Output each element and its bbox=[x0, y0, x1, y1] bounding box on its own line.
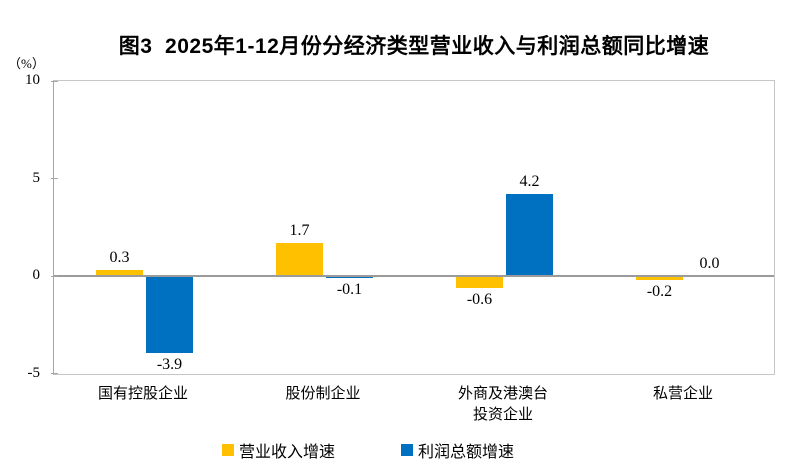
legend-label: 利润总额增速 bbox=[418, 444, 515, 461]
value-label: 4.2 bbox=[519, 173, 540, 191]
category-label: 外商及港澳台 投资企业 bbox=[457, 386, 548, 423]
y-axis-tick-mark bbox=[51, 178, 58, 180]
category-label: 国有控股企业 bbox=[97, 386, 188, 402]
value-label: 0.0 bbox=[699, 255, 720, 273]
bar-revenue bbox=[276, 243, 323, 277]
y-axis-tick-mark bbox=[51, 275, 58, 277]
bar-revenue bbox=[456, 276, 503, 289]
value-label: 0.3 bbox=[109, 249, 130, 267]
value-label: -0.1 bbox=[336, 281, 363, 299]
bar-profit bbox=[506, 194, 553, 277]
bar-revenue bbox=[96, 270, 143, 277]
y-tick-label: -5 bbox=[27, 365, 41, 381]
bar-revenue bbox=[636, 276, 683, 281]
chart-title: 图3 2025年1-12月份分经济类型营业收入与利润总额同比增速 bbox=[118, 35, 710, 58]
category-label: 股份制企业 bbox=[285, 386, 361, 402]
y-axis-tick-mark bbox=[51, 373, 58, 374]
legend-item: 营业收入增速 bbox=[221, 438, 335, 462]
value-label: 1.7 bbox=[289, 222, 310, 240]
plot-area: 0.3 1.7 -0.6 -0.2 -3.9 -0.1 4.2 0.0 bbox=[51, 80, 775, 375]
y-tick-label: 5 bbox=[32, 169, 41, 186]
category-label: 私营企业 bbox=[652, 386, 713, 402]
x-axis-category-labels: 国有控股企业 股份制企业 外商及港澳台 投资企业 私营企业 bbox=[53, 384, 773, 432]
value-label: -0.2 bbox=[646, 283, 673, 301]
y-axis-unit-label: （%） bbox=[8, 56, 45, 71]
value-label: -3.9 bbox=[156, 355, 183, 373]
zero-axis-line bbox=[54, 275, 774, 278]
chart-legend: 营业收入增速 利润总额增速 bbox=[0, 438, 800, 462]
y-axis-tick-labels: 10 5 0 -5 bbox=[0, 72, 46, 381]
y-tick-label: 10 bbox=[25, 72, 40, 88]
legend-swatch bbox=[401, 444, 413, 456]
legend-label: 营业收入增速 bbox=[238, 444, 335, 461]
y-axis-tick-mark bbox=[51, 81, 58, 82]
legend-item: 利润总额增速 bbox=[401, 438, 514, 462]
y-tick-label: 0 bbox=[32, 267, 41, 284]
value-label: -0.6 bbox=[466, 291, 493, 309]
bar-profit bbox=[146, 276, 193, 353]
legend-swatch bbox=[221, 444, 234, 456]
